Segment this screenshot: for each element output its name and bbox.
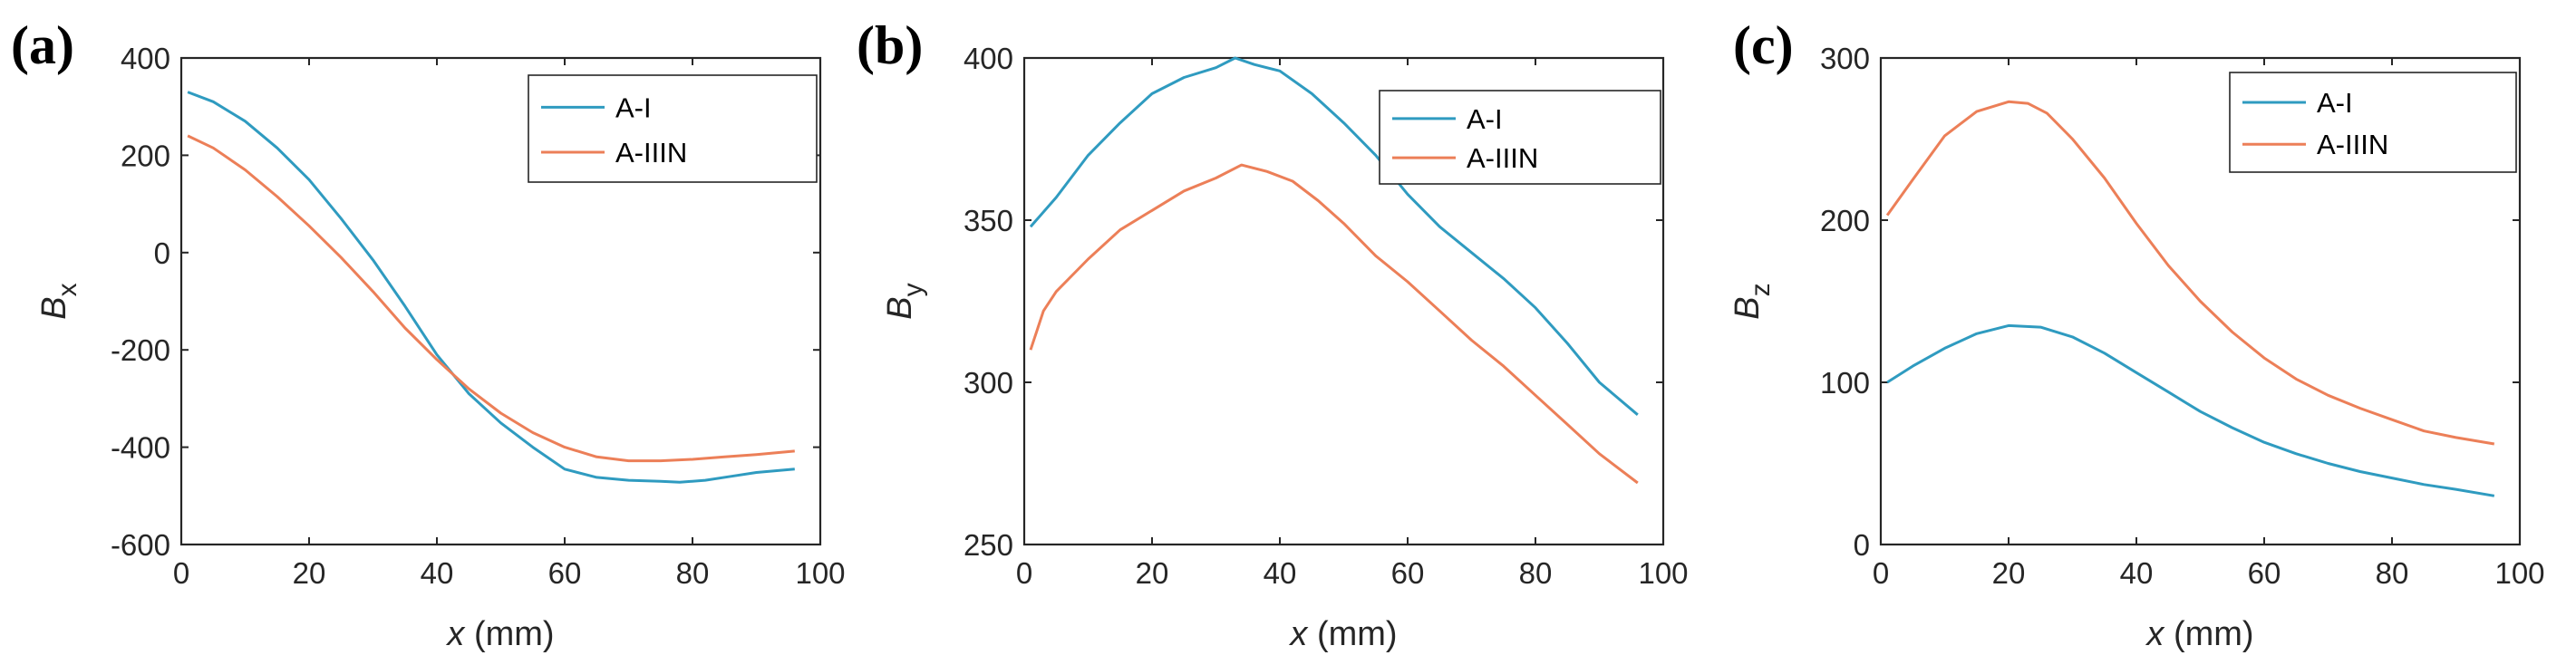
series-line-a-i [1029, 56, 1639, 416]
y-tick-label: 350 [964, 204, 1013, 237]
legend-box [528, 74, 818, 183]
x-axis-label-unit: (mm) [464, 615, 554, 653]
panel-label: (a) [11, 15, 74, 75]
series-line-a-i [1886, 323, 2495, 497]
y-axis-label: Bx [35, 283, 82, 319]
y-axis-label-sub: y [898, 283, 928, 296]
chart-panel-a: (a) 0 20 40 60 80 100 -600 -400 -200 0 200 400 x (mm)… [11, 15, 846, 653]
x-axis-label-var: x [1288, 615, 1309, 653]
legend: A-I A-IIIN [528, 74, 818, 183]
x-axis-label-var: x [445, 615, 466, 653]
y-tick-label: 300 [964, 366, 1013, 400]
x-tick-label: 100 [2494, 556, 2544, 590]
x-tick-label: 40 [2120, 556, 2154, 590]
x-tick-label: 60 [548, 556, 582, 590]
legend-label: A-I [615, 92, 652, 123]
plot-frame [179, 56, 822, 546]
y-tick-label: 400 [121, 42, 170, 75]
y-axis-label-var: B [1729, 296, 1767, 319]
legend-label: A-IIIN [615, 137, 687, 169]
legend-label: A-I [1467, 103, 1503, 135]
x-tick-label: 60 [2248, 556, 2281, 590]
y-axis-label: Bz [1729, 283, 1776, 319]
x-axis-label: x (mm) [445, 615, 554, 653]
y-axis-label-sub: x [53, 283, 82, 296]
x-tick-label: 80 [2376, 556, 2409, 590]
x-tick-label: 20 [293, 556, 326, 590]
legend-label: A-I [2317, 87, 2353, 119]
y-tick-label: -600 [111, 528, 170, 562]
series-line-a-i [187, 91, 795, 484]
x-tick-label: 40 [1264, 556, 1297, 590]
legend-label: A-IIIN [1467, 142, 1538, 174]
x-tick-label: 100 [1638, 556, 1688, 590]
x-tick-label: 40 [421, 556, 454, 590]
y-tick-label: 250 [964, 528, 1013, 562]
x-tick-label: 100 [795, 556, 845, 590]
series-line-a-iiin [1885, 100, 2495, 446]
x-axis-label-var: x [2145, 615, 2165, 653]
x-tick-label: 80 [676, 556, 710, 590]
x-tick-label: 20 [1992, 556, 2026, 590]
x-axis-label-unit: (mm) [2164, 615, 2253, 653]
legend-box [1379, 90, 1661, 185]
y-axis-label-var: B [35, 296, 73, 319]
legend-box [2229, 72, 2517, 173]
plot-frame [1879, 56, 2522, 546]
x-axis-label: x (mm) [1288, 615, 1397, 653]
series-line-a-iiin [1029, 163, 1639, 485]
y-tick-label: 200 [1820, 204, 1870, 237]
y-tick-label: 0 [1854, 528, 1870, 562]
y-tick-label: -200 [111, 333, 170, 367]
x-tick-label: 20 [1136, 556, 1169, 590]
y-tick-label: -400 [111, 431, 170, 465]
y-axis-label-sub: z [1746, 283, 1776, 296]
plot-frame [1022, 56, 1665, 546]
y-tick-label: 400 [964, 42, 1013, 75]
x-tick-label: 80 [1519, 556, 1553, 590]
y-axis-label-var: B [881, 296, 919, 319]
chart-panel-c: (c) 0 20 40 60 80 100 0 100 200 300 x (mm) Bz A-I A-II… [1729, 15, 2545, 653]
legend: A-I A-IIIN [2229, 72, 2517, 173]
x-axis-label: x (mm) [2145, 615, 2253, 653]
legend-label: A-IIIN [2317, 129, 2388, 160]
y-tick-label: 0 [154, 236, 170, 270]
panel-label: (c) [1733, 15, 1794, 75]
y-tick-label: 300 [1820, 42, 1870, 75]
legend: A-I A-IIIN [1379, 90, 1661, 185]
x-tick-label: 0 [1016, 556, 1032, 590]
x-tick-label: 60 [1391, 556, 1425, 590]
y-tick-label: 200 [121, 139, 170, 172]
x-axis-label-unit: (mm) [1307, 615, 1397, 653]
x-tick-label: 0 [173, 556, 189, 590]
y-tick-label: 100 [1820, 366, 1870, 400]
series-line-a-iiin [187, 134, 795, 463]
x-tick-label: 0 [1873, 556, 1889, 590]
panel-label: (b) [857, 15, 923, 75]
y-axis-label: By [881, 283, 928, 319]
